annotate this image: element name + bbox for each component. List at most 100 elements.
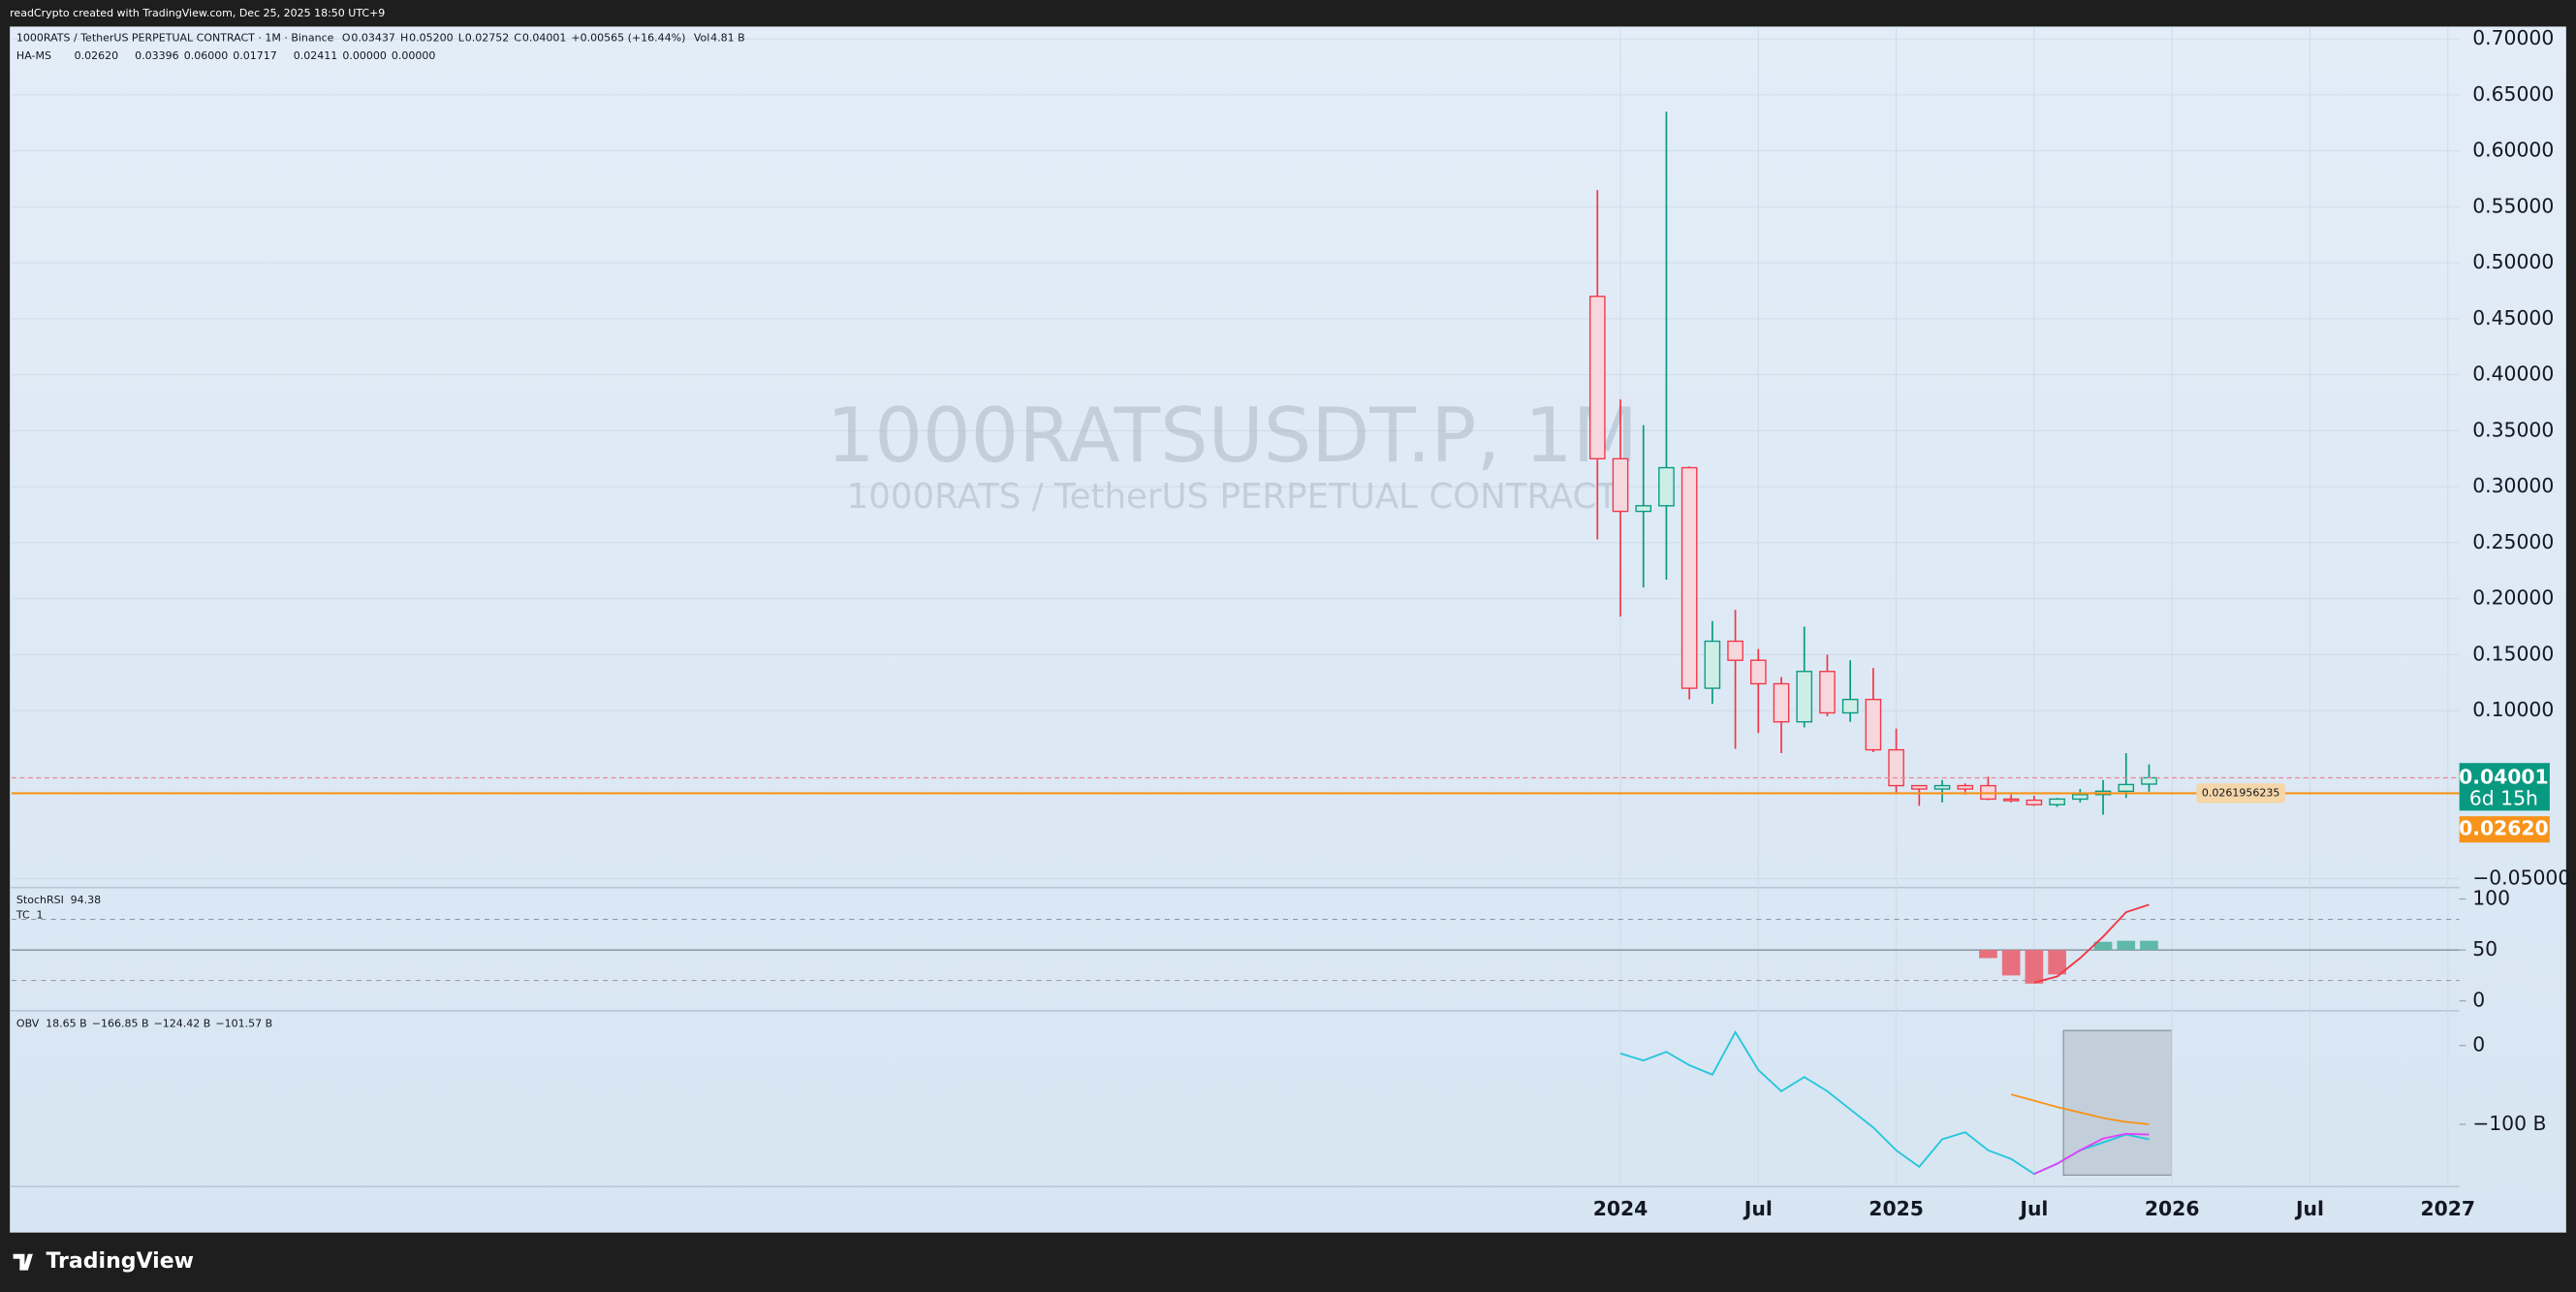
x-tick-label: 2025 [1869, 1197, 1924, 1220]
legend-value: 0.04001 [522, 31, 567, 44]
y-tick-label: 0.25000 [2472, 530, 2554, 553]
y-tick-label: 0.45000 [2472, 306, 2554, 330]
candle-body [1865, 698, 1882, 751]
candle-body [1749, 659, 1767, 685]
candle-body [1704, 640, 1721, 689]
candle-body [1841, 698, 1859, 714]
pane-title: OBV [16, 1017, 40, 1029]
y-tick-label: 100 [2472, 886, 2510, 909]
candle-body [1658, 466, 1675, 507]
candle-body [2002, 798, 2020, 802]
y-tick-label: −100 B [2472, 1112, 2546, 1135]
candle-body [1957, 784, 1974, 790]
x-tick-label: 2024 [1593, 1197, 1649, 1220]
candle-body [2026, 799, 2043, 805]
candle-body [1588, 296, 1606, 459]
series-line [2033, 1132, 2150, 1176]
y-tick-label: 0.10000 [2472, 698, 2554, 721]
legend-key: L [458, 31, 465, 44]
series-line [2033, 903, 2150, 984]
legend-value: 4.81 B [710, 31, 745, 44]
watermark-subtitle: 1000RATS / TetherUS PERPETUAL CONTRACT [847, 477, 1618, 517]
indicator-value: 0.01717 [233, 49, 276, 62]
level-tag [2459, 816, 2550, 843]
candle-body [2072, 794, 2089, 801]
pane-value: 18.65 B [46, 1017, 87, 1029]
pane-subtitle-value: 1 [36, 909, 43, 922]
level-tag-label: 0.02620 [2459, 817, 2549, 840]
legend-value: 0.05200 [409, 31, 454, 44]
candle-body [1888, 748, 1904, 787]
candle-body [1612, 457, 1629, 513]
legend-value: 0.03437 [351, 31, 395, 44]
x-tick-label: 2027 [2420, 1197, 2475, 1220]
pane-value: −101.57 B [215, 1017, 272, 1029]
level-note-bg [2196, 783, 2285, 804]
price-tag [2459, 763, 2550, 811]
y-tick-label: 0.50000 [2472, 250, 2554, 273]
indicator-value: 0.02411 [294, 49, 338, 62]
range-box [2062, 1029, 2173, 1176]
x-tick-label: 2026 [2145, 1197, 2200, 1220]
candle-body [1796, 671, 1813, 723]
candle-body [1773, 682, 1790, 723]
y-tick-label: 0.30000 [2472, 474, 2554, 497]
y-tick-label: 0.65000 [2472, 82, 2554, 106]
series-line [2010, 1093, 2150, 1125]
y-tick-label: 0.70000 [2472, 26, 2554, 49]
header: readCrypto created with TradingView.com,… [10, 7, 385, 19]
indicator-value: 0.00000 [392, 49, 435, 62]
candle-body [2118, 783, 2135, 793]
y-tick-label: 0.60000 [2472, 139, 2554, 162]
watermark: 1000RATSUSDT.P, 1M [827, 393, 1638, 480]
y-tick-label: 0.15000 [2472, 642, 2554, 665]
y-tick-label: 0 [2472, 1033, 2485, 1056]
candle-body [1933, 784, 1951, 790]
x-tick-label: Jul [2294, 1197, 2324, 1220]
y-tick-label: 0.55000 [2472, 194, 2554, 217]
y-tick-label: 0 [2472, 989, 2485, 1012]
legend-key: Vol [694, 31, 709, 44]
pane-value: −166.85 B [92, 1017, 149, 1029]
histogram-bar [2001, 950, 2021, 976]
candle-body [1819, 671, 1836, 714]
legend-key: O [342, 31, 351, 44]
candle-body [1727, 640, 1744, 661]
y-tick-label: 0.20000 [2472, 586, 2554, 610]
candle-body [1911, 784, 1928, 790]
indicator-value: 0.03396 [135, 49, 179, 62]
legend-change: +0.00565 (+16.44%) [571, 31, 685, 44]
candle-body [1681, 466, 1698, 689]
y-tick-label: 0.40000 [2472, 362, 2554, 386]
y-tick-label: 0.35000 [2472, 418, 2554, 441]
legend-value: 0.02752 [465, 31, 510, 44]
pane-title: StochRSI [16, 894, 64, 906]
histogram-bar [1979, 950, 1997, 959]
histogram-bar [2025, 950, 2044, 984]
indicator-value: 0.02620 [75, 49, 119, 62]
pane-value: 94.38 [71, 894, 102, 906]
x-tick-label: Jul [2018, 1197, 2048, 1220]
y-tick-label: −0.05000 [2472, 866, 2570, 889]
brand-logo [13, 1253, 33, 1271]
candle-body [1635, 505, 1652, 513]
histogram-bar [2117, 940, 2136, 951]
indicator-value: 0.00000 [342, 49, 387, 62]
histogram-bar [2048, 950, 2066, 975]
histogram-bar [2093, 941, 2113, 951]
plot-background [10, 26, 2566, 1233]
level-note: 0.0261956235 [2202, 786, 2279, 799]
pane-subtitle: TC [16, 909, 30, 922]
histogram-bar [2140, 940, 2158, 951]
indicator-value: 0.06000 [184, 49, 228, 62]
countdown: 6d 15h [2469, 787, 2538, 810]
price-tag-label: 0.04001 [2459, 765, 2549, 788]
indicator-name: HA-MS [16, 49, 51, 62]
legend-title: 1000RATS / TetherUS PERPETUAL CONTRACT ·… [16, 31, 334, 44]
candle-body [2141, 776, 2157, 785]
legend-key: C [514, 31, 521, 44]
brand: TradingView [46, 1249, 194, 1274]
pane-value: −124.42 B [154, 1017, 211, 1029]
legend-key: H [400, 31, 408, 44]
